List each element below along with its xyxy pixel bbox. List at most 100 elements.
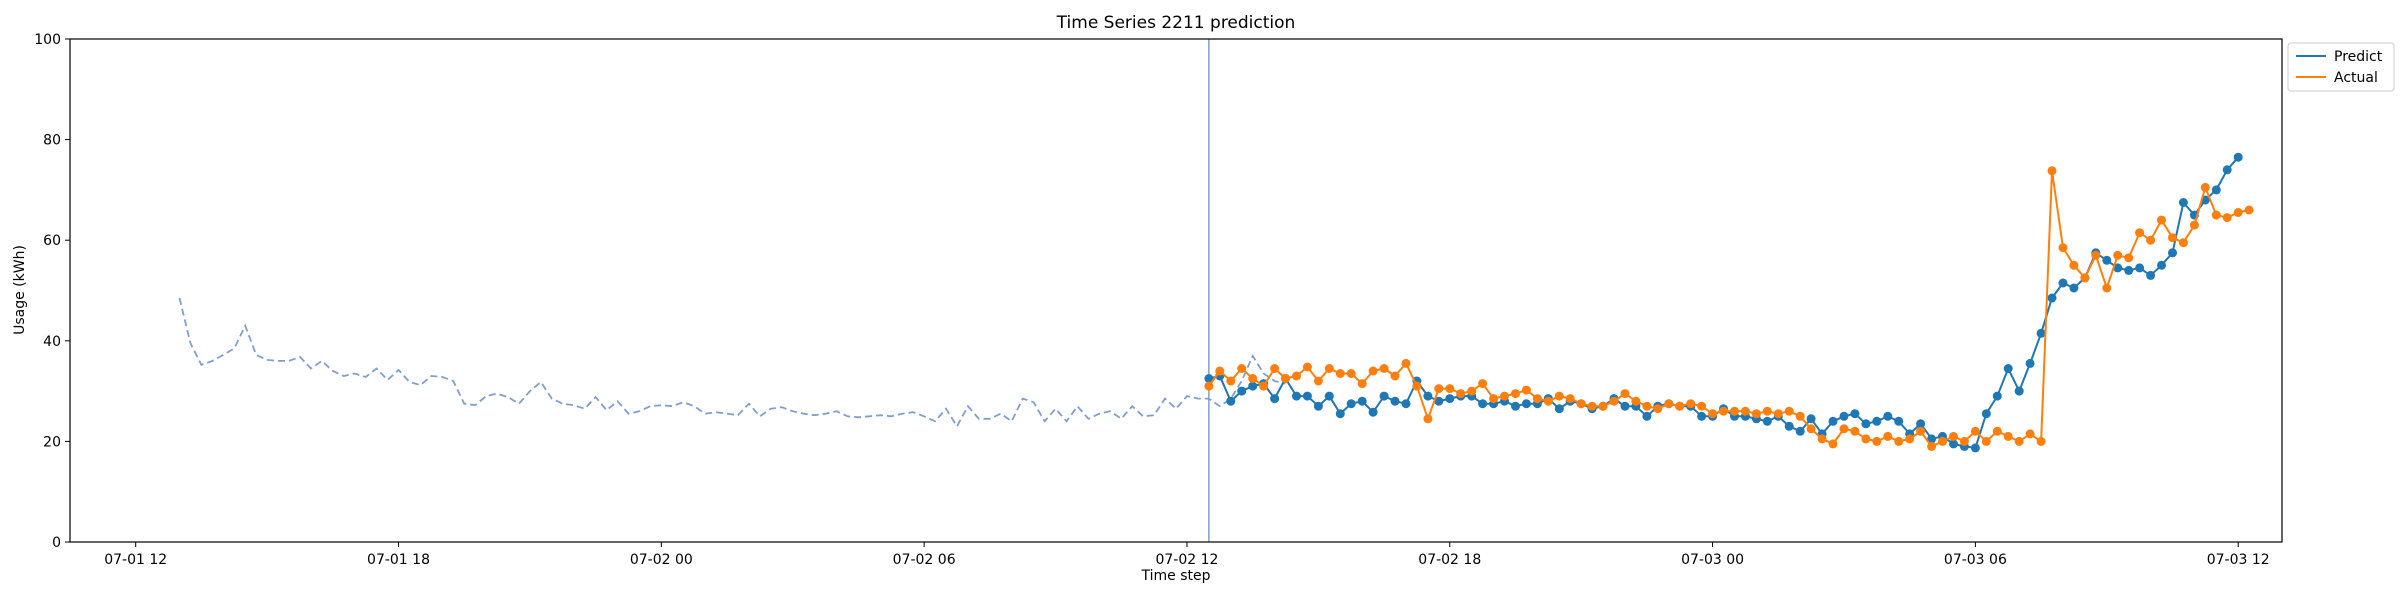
predict-point (1379, 391, 1389, 401)
actual-point (1478, 379, 1488, 389)
actual-point (1927, 441, 1937, 451)
legend-label-actual: Actual (2334, 70, 2378, 86)
actual-point (1992, 426, 2002, 436)
predict-point (1434, 396, 1444, 406)
actual-point (2157, 215, 2166, 225)
chart-title: Time Series 2211 prediction (1056, 13, 1296, 33)
actual-point (1850, 426, 1860, 436)
actual-point (2135, 228, 2145, 238)
actual-point (1806, 424, 1816, 434)
x-axis: 07-01 12 07-01 18 07-02 00 07-02 06 07-02 12… (104, 542, 2270, 568)
predict-point (1806, 414, 1816, 424)
actual-point (1773, 409, 1783, 419)
predict-point (1237, 386, 1247, 396)
legend-label-predict: Predict (2334, 49, 2383, 65)
actual-point (1532, 394, 1542, 404)
actual-point (1587, 401, 1597, 411)
actual-point (2168, 233, 2177, 243)
actual-point (1292, 371, 1301, 381)
actual-point (1751, 409, 1761, 419)
predict-point (2102, 255, 2112, 265)
x-tick-label: 07-03 00 (1681, 552, 1744, 568)
actual-point (1467, 386, 1477, 396)
actual-point (2233, 208, 2243, 217)
actual-point (1817, 434, 1827, 444)
predict-point (2069, 283, 2079, 293)
actual-point (2058, 243, 2068, 253)
actual-point (2080, 273, 2090, 283)
predict-point (1390, 396, 1400, 406)
actual-point (2036, 436, 2046, 446)
predict-point (1554, 404, 1564, 414)
actual-point (2113, 250, 2123, 260)
predict-point (1248, 381, 1258, 391)
y-tick-label: 100 (34, 32, 61, 48)
predict-point (1795, 426, 1805, 436)
actual-point (1302, 362, 1312, 372)
predict-point (1872, 416, 1882, 426)
predict-point (2233, 152, 2243, 162)
actual-point (1620, 389, 1630, 399)
predict-point (1762, 416, 1772, 426)
predict-point (1521, 399, 1531, 409)
actual-point (1762, 406, 1772, 416)
actual-point (1324, 364, 1334, 373)
actual-point (2211, 210, 2221, 220)
plot-area (178, 39, 2254, 542)
y-tick-label: 60 (43, 233, 61, 249)
x-tick-label: 07-02 00 (630, 552, 693, 568)
actual-point (1795, 411, 1805, 421)
actual-point (1730, 406, 1739, 416)
actual-point (2189, 220, 2199, 230)
predict-point (1949, 439, 1958, 449)
y-tick-label: 0 (52, 535, 61, 551)
predict-point (1970, 443, 1980, 453)
actual-point (1511, 389, 1520, 399)
actual-point (2047, 166, 2057, 176)
predict-point (1697, 411, 1707, 421)
actual-point (2124, 253, 2134, 263)
predict-point (1368, 407, 1378, 417)
predict-point (1401, 399, 1411, 409)
actual-point (2102, 283, 2112, 293)
predict-point (1204, 374, 1214, 383)
actual-point (2091, 250, 2101, 260)
y-axis-label: Usage (kWh) (12, 245, 28, 335)
predict-point (2003, 364, 2013, 373)
actual-point (1357, 379, 1367, 389)
actual-point (1894, 436, 1904, 446)
actual-point (1379, 364, 1389, 373)
actual-point (1883, 431, 1893, 441)
predict-point (1839, 411, 1849, 421)
actual-point (1423, 414, 1433, 424)
predict-point (2135, 263, 2145, 273)
x-tick-label: 07-03 06 (1944, 552, 2007, 568)
predict-point (1324, 391, 1334, 401)
actual-point (1248, 374, 1258, 383)
y-tick-label: 80 (43, 133, 61, 149)
predict-point (2113, 263, 2123, 273)
predict-point (2178, 198, 2188, 207)
x-tick-label: 07-02 06 (893, 552, 956, 568)
actual-point (1828, 439, 1838, 449)
actual-point (1259, 381, 1269, 391)
actual-point (1281, 374, 1290, 383)
actual-point (1970, 426, 1980, 436)
predict-point (2146, 270, 2156, 280)
actual-point (1313, 376, 1323, 386)
actual-point (1959, 436, 1969, 446)
actual-point (1368, 366, 1378, 376)
y-tick-label: 40 (43, 334, 61, 350)
predict-point (1927, 434, 1937, 444)
actual-point (1215, 366, 1225, 376)
actual-point (2244, 205, 2254, 215)
predict-point (1620, 401, 1630, 411)
actual-point (1335, 369, 1345, 378)
actual-point (1554, 391, 1564, 401)
actual-point (2178, 238, 2188, 248)
predict-point (2222, 165, 2232, 175)
predict-point (1357, 396, 1367, 406)
actual-point (1981, 436, 1991, 446)
